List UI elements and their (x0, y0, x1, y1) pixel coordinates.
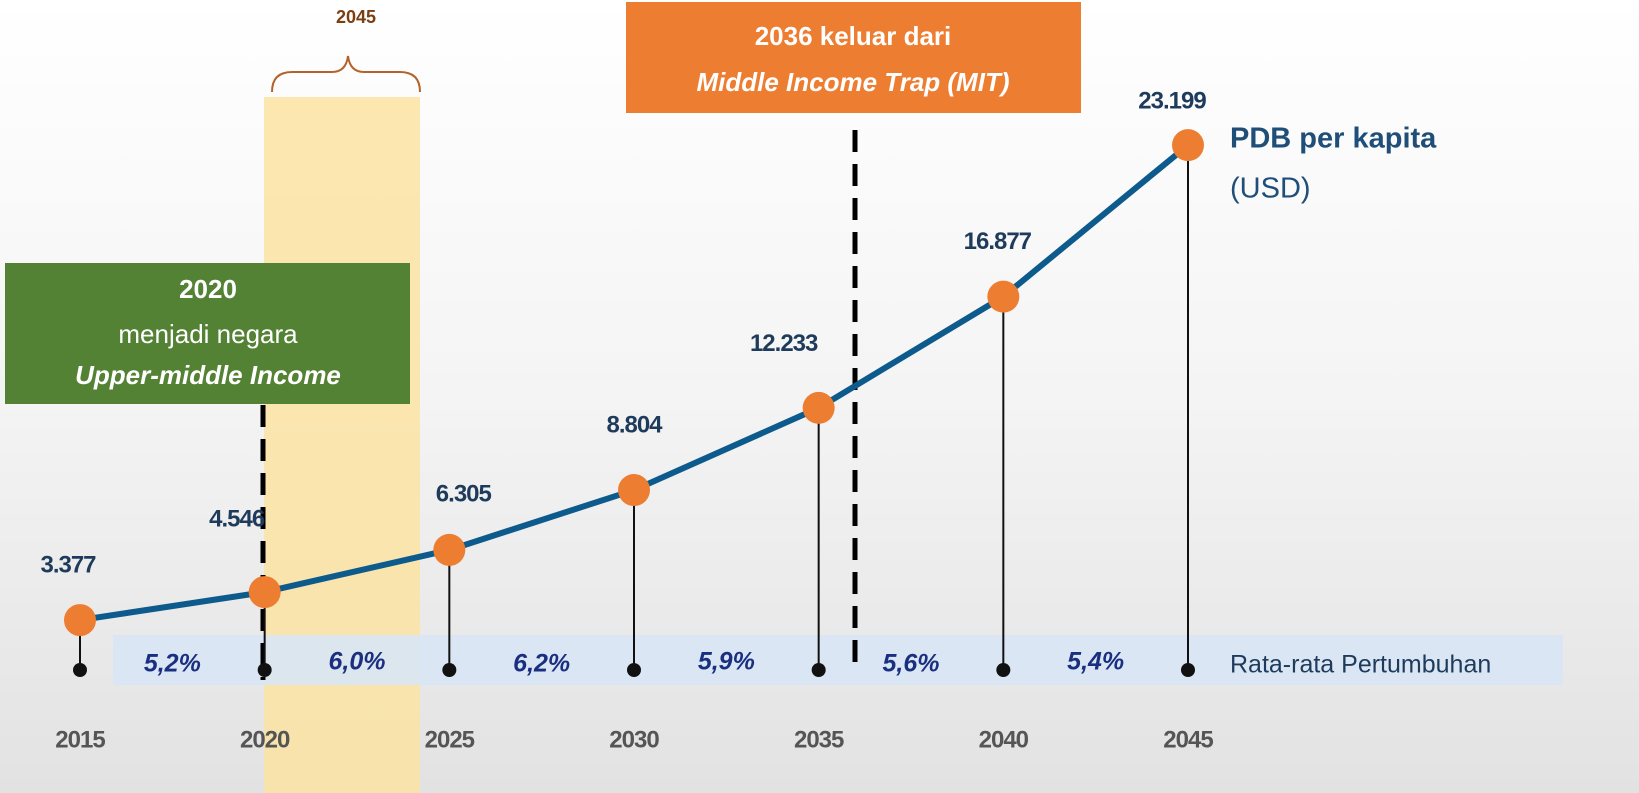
series-unit: (USD) (1230, 173, 1311, 205)
stem-dot (1181, 663, 1195, 677)
stem-dot (812, 663, 826, 677)
x-tick-label: 2015 (55, 726, 105, 753)
marker (1172, 129, 1204, 161)
value-label: 23.199 (1138, 87, 1206, 114)
box-text: Middle Income Trap (MIT) (697, 67, 1010, 97)
x-tick-label: 2020 (240, 726, 290, 753)
growth-label: 6,2% (513, 650, 570, 678)
x-tick-label: 2045 (1163, 726, 1213, 753)
stem-dot (996, 663, 1010, 677)
value-label: 4.546 (209, 505, 265, 532)
value-label: 12.233 (750, 330, 818, 357)
top-year: 2045 (336, 7, 376, 27)
growth-label: 5,4% (1067, 648, 1124, 676)
value-label: 16.877 (964, 228, 1032, 255)
box-text: Upper-middle Income (75, 360, 341, 390)
x-tick-label: 2025 (425, 726, 475, 753)
box-text: menjadi negara (118, 319, 298, 349)
growth-label: 5,6% (883, 650, 940, 678)
stem-dot (258, 663, 272, 677)
growth-label: 5,2% (144, 650, 201, 678)
box-text: 2036 keluar dari (755, 21, 952, 51)
growth-label: 6,0% (329, 648, 386, 676)
value-label: 3.377 (40, 551, 96, 578)
x-tick-label: 2030 (609, 726, 659, 753)
marker (64, 604, 96, 636)
stem-dot (442, 663, 456, 677)
marker (618, 474, 650, 506)
marker (249, 576, 281, 608)
marker (987, 281, 1019, 313)
series-title: PDB per kapita (1230, 123, 1437, 155)
value-label: 8.804 (606, 411, 663, 438)
stem-dot (627, 663, 641, 677)
marker (433, 534, 465, 566)
value-label: 6.305 (436, 480, 492, 507)
growth-label: 5,9% (698, 648, 755, 676)
x-tick-label: 2040 (979, 726, 1029, 753)
box-text: 2020 (179, 274, 237, 304)
marker (803, 392, 835, 424)
stem-dot (73, 663, 87, 677)
chart: 2045 2020 menjadi negara Upper-middle In… (0, 0, 1639, 793)
growth-title: Rata-rata Pertumbuhan (1230, 651, 1491, 679)
highlight-band (264, 97, 420, 793)
x-tick-label: 2035 (794, 726, 844, 753)
